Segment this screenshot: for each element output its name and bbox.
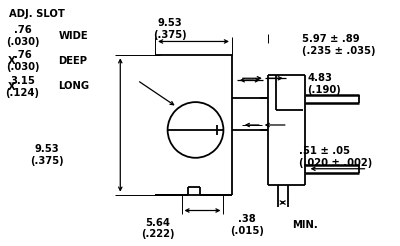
Text: ADJ. SLOT: ADJ. SLOT bbox=[9, 9, 64, 19]
Text: .76
(.030): .76 (.030) bbox=[6, 50, 39, 72]
Text: 3.15
(.124): 3.15 (.124) bbox=[6, 76, 40, 98]
Text: 9.53
(.375): 9.53 (.375) bbox=[30, 144, 63, 166]
Text: X: X bbox=[8, 56, 16, 66]
Text: .51 ± .05
(.020 ± .002): .51 ± .05 (.020 ± .002) bbox=[299, 146, 372, 168]
Text: .38
(.015): .38 (.015) bbox=[230, 214, 264, 236]
Text: MIN.: MIN. bbox=[292, 220, 318, 230]
Text: 5.97 ± .89
(.235 ± .035): 5.97 ± .89 (.235 ± .035) bbox=[302, 34, 375, 56]
Text: X: X bbox=[8, 82, 16, 92]
Text: 5.64
(.222): 5.64 (.222) bbox=[141, 218, 175, 239]
Text: .76
(.030): .76 (.030) bbox=[6, 25, 39, 47]
Text: DEEP: DEEP bbox=[58, 56, 88, 66]
Text: 4.83
(.190): 4.83 (.190) bbox=[308, 73, 341, 95]
Text: WIDE: WIDE bbox=[58, 31, 88, 41]
Text: LONG: LONG bbox=[58, 81, 90, 91]
Text: 9.53
(.375): 9.53 (.375) bbox=[153, 18, 187, 40]
